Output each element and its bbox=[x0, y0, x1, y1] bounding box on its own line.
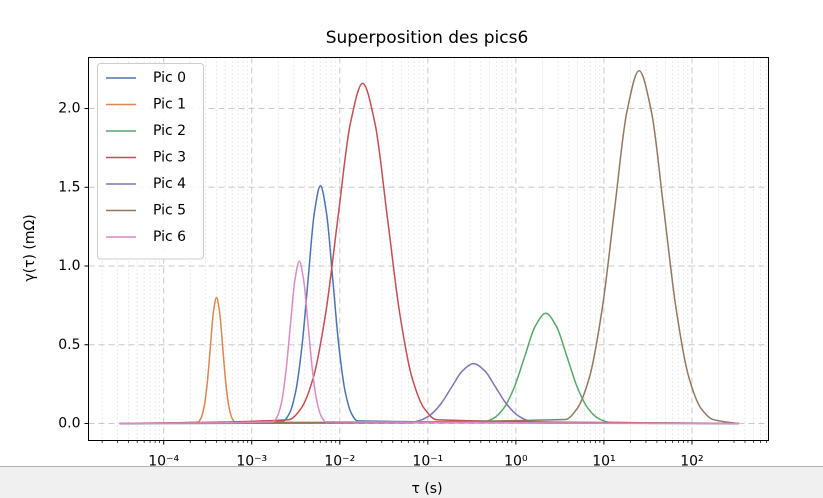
line-series bbox=[119, 296, 739, 425]
line-series bbox=[119, 260, 739, 425]
legend-label: Pic 5 bbox=[153, 203, 186, 219]
y-tick-label: 1.5 bbox=[58, 179, 80, 195]
x-axis-label: τ (s) bbox=[411, 481, 442, 497]
x-tick-label: 10¹ bbox=[592, 454, 615, 470]
line-series bbox=[119, 184, 739, 425]
x-tick-label: 10⁻² bbox=[324, 454, 355, 470]
legend-label: Pic 6 bbox=[153, 229, 186, 245]
chart-title: Superposition des pics6 bbox=[326, 28, 529, 48]
window-strip bbox=[0, 466, 823, 498]
legend: Pic 0 Pic 1 Pic 2 Pic 3 Pic 4 Pic 5 Pic 6 bbox=[97, 63, 204, 260]
x-tick-label: 10⁻⁴ bbox=[148, 454, 179, 470]
x-tick-label: 10⁻¹ bbox=[412, 454, 443, 470]
y-tick-label: 2.0 bbox=[58, 101, 80, 117]
y-tick-label: 0.0 bbox=[58, 415, 80, 431]
line-series bbox=[119, 82, 739, 425]
ticks: 10⁻⁴ 10⁻³ 10⁻² 10⁻¹ 10⁰ 10¹ 10² 0.0 0.5 1.0 1.5 2.0 bbox=[58, 101, 767, 470]
line-series bbox=[119, 69, 739, 425]
legend-label: Pic 2 bbox=[153, 123, 186, 139]
legend-box bbox=[97, 63, 204, 260]
axes-frame bbox=[88, 57, 769, 441]
x-tick-label: 10⁰ bbox=[504, 454, 528, 470]
y-tick-label: 1.0 bbox=[58, 258, 80, 274]
y-axis-label: γ(τ) (mΩ) bbox=[22, 214, 38, 281]
plot-area bbox=[119, 69, 739, 425]
legend-label: Pic 0 bbox=[153, 70, 186, 86]
x-tick-label: 10⁻³ bbox=[236, 454, 267, 470]
legend-label: Pic 4 bbox=[153, 176, 186, 192]
legend-label: Pic 3 bbox=[153, 150, 186, 166]
x-tick-label: 10² bbox=[680, 454, 703, 470]
y-tick-label: 0.5 bbox=[58, 337, 80, 353]
legend-label: Pic 1 bbox=[153, 97, 186, 113]
